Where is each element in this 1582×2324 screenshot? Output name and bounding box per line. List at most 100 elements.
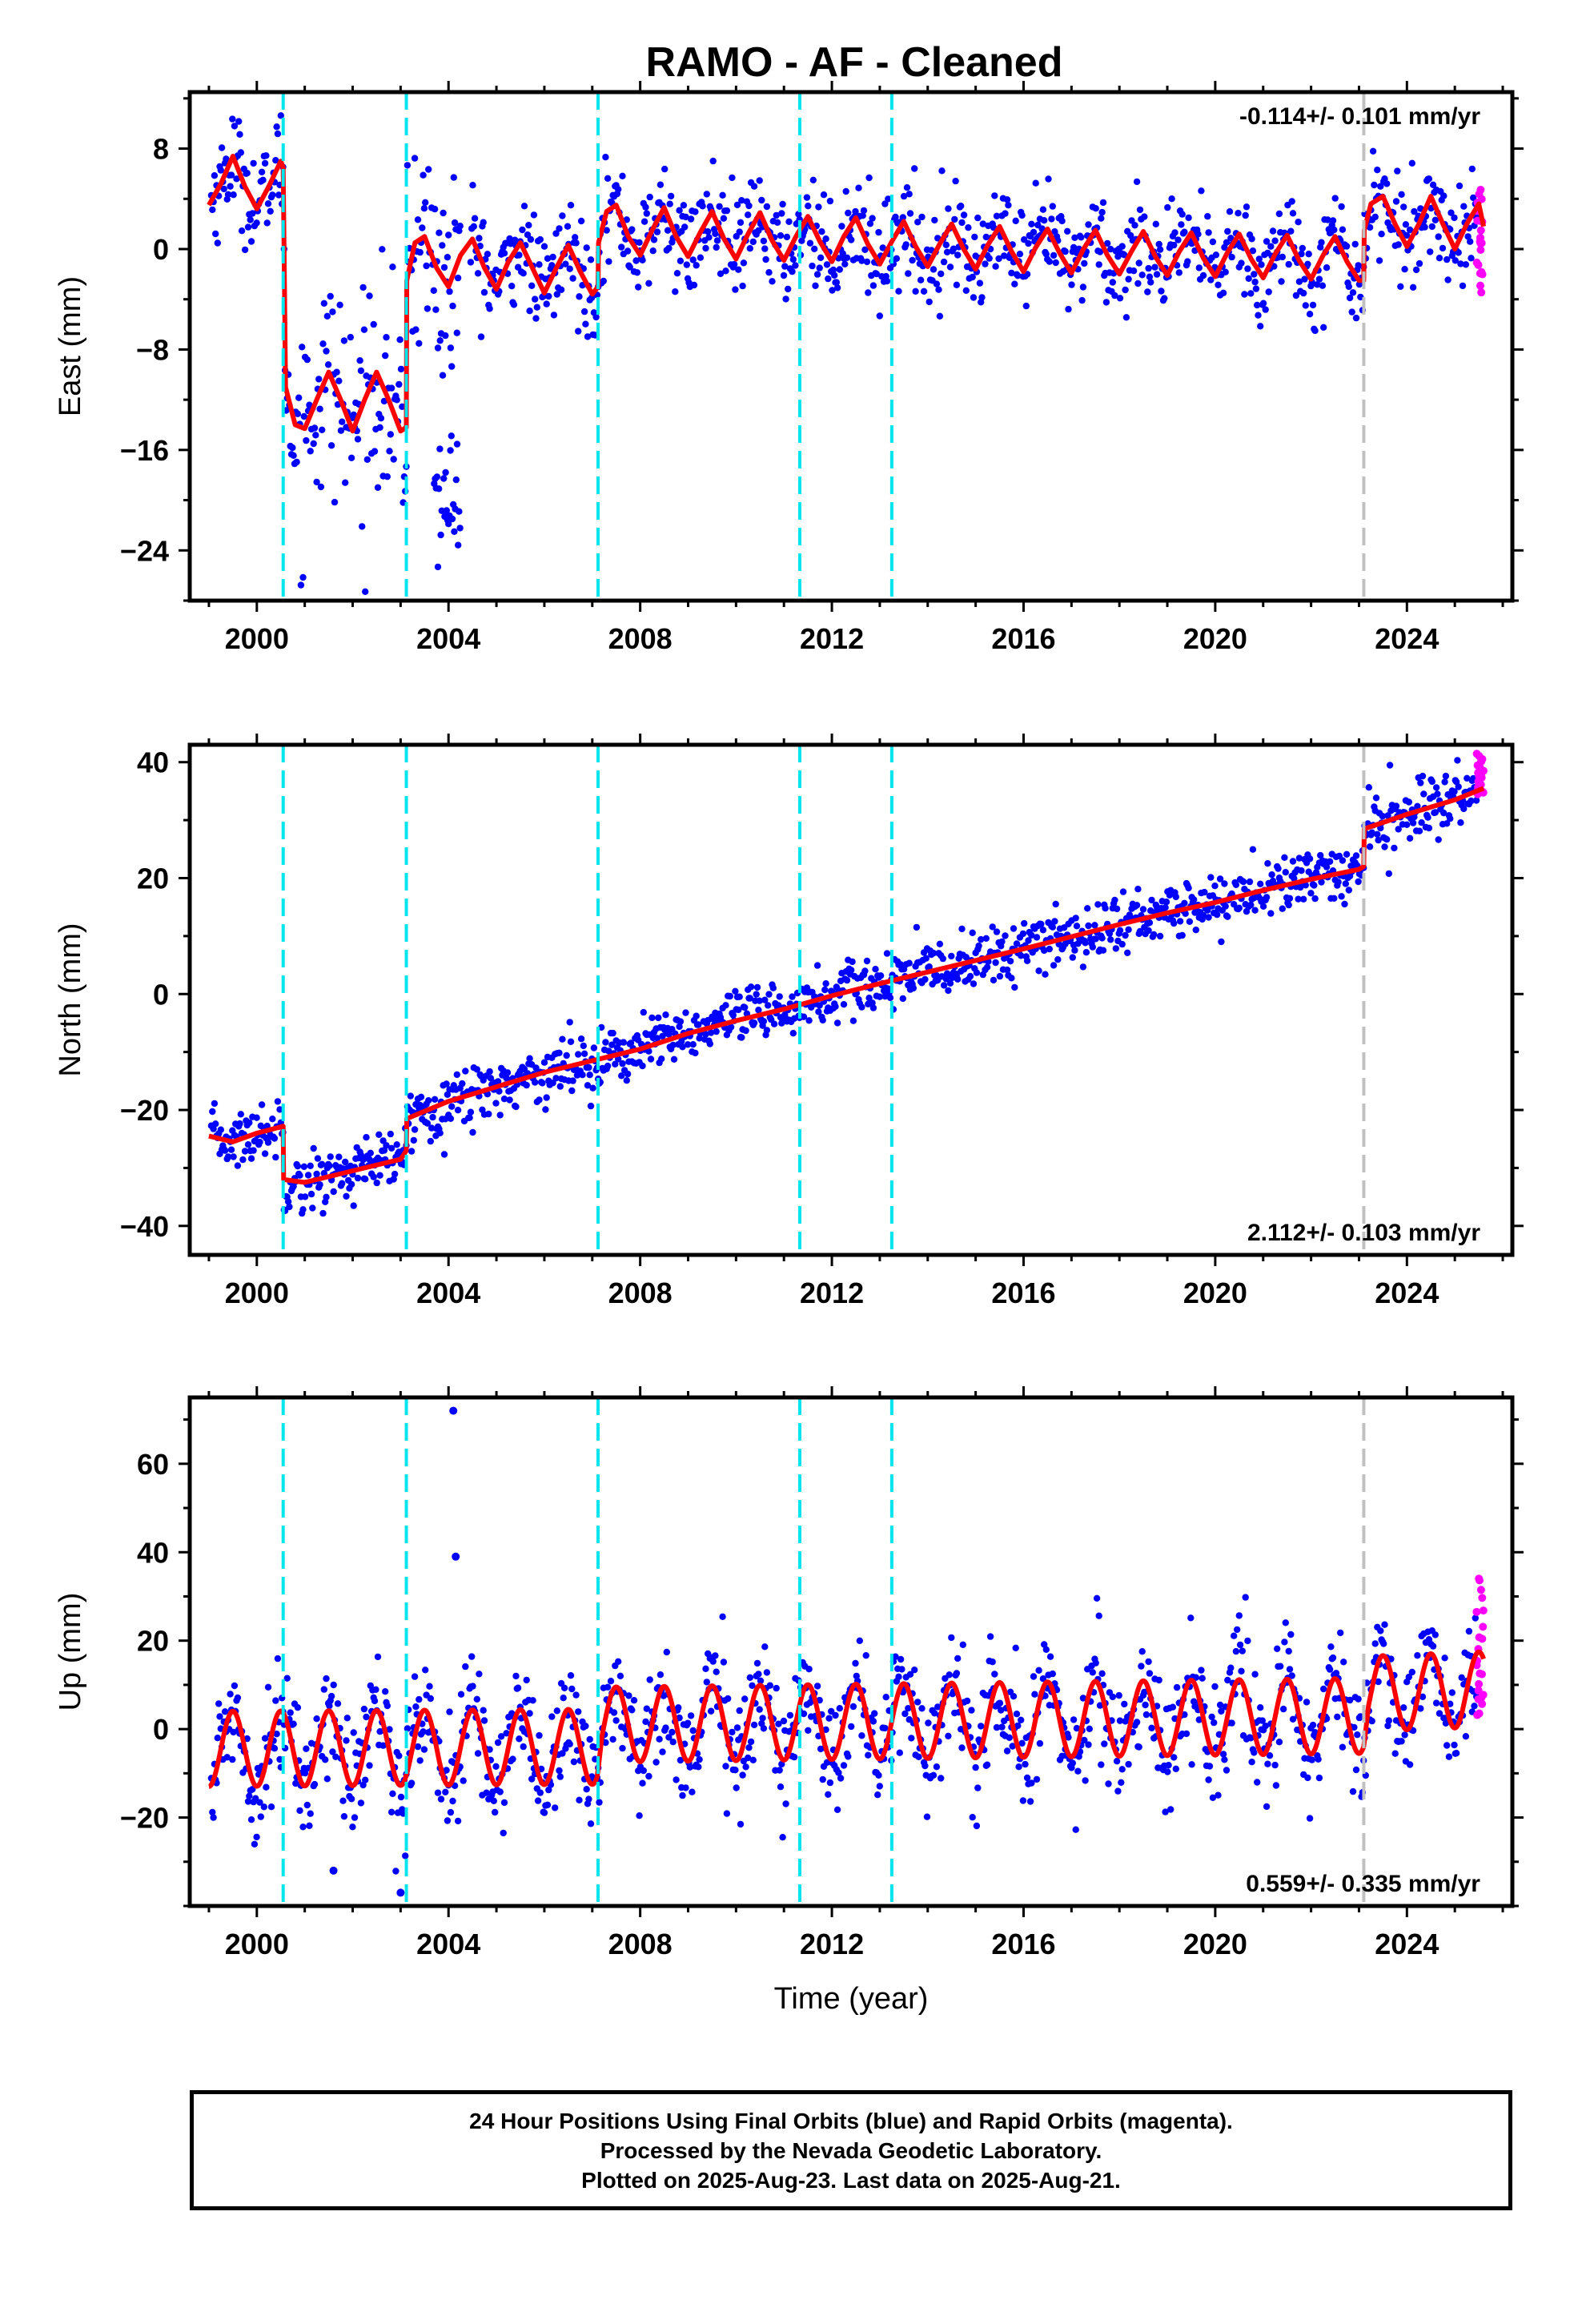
- east-final-point: [1351, 240, 1359, 248]
- north-final-point: [580, 1050, 588, 1058]
- east-final-point: [863, 258, 871, 266]
- up-final-point: [719, 1613, 726, 1621]
- north-final-point: [540, 1059, 548, 1066]
- north-final-point: [1418, 818, 1425, 826]
- x-tick-label: 2016: [991, 622, 1055, 655]
- up-final-point: [1289, 1715, 1297, 1723]
- x-tick-label: 2000: [225, 1277, 289, 1309]
- east-final-point: [217, 167, 224, 174]
- north-final-point: [619, 1059, 626, 1068]
- up-final-point: [756, 1706, 763, 1713]
- north-final-point: [682, 1009, 689, 1016]
- up-final-point: [1086, 1725, 1094, 1732]
- east-final-point: [247, 216, 254, 223]
- east-final-point: [978, 294, 986, 301]
- east-final-point: [1259, 300, 1267, 307]
- north-final-point: [989, 923, 996, 931]
- north-final-point: [662, 1011, 669, 1019]
- up-final-point: [602, 1739, 609, 1747]
- east-final-point: [773, 219, 781, 226]
- up-final-point: [911, 1667, 918, 1674]
- up-final-point: [1009, 1743, 1016, 1750]
- east-final-point: [624, 247, 632, 255]
- east-final-point: [982, 233, 990, 241]
- east-final-point: [1244, 265, 1251, 272]
- east-final-point: [451, 528, 458, 535]
- east-final-point: [667, 192, 675, 200]
- up-final-point: [509, 1755, 516, 1763]
- up-final-point: [1329, 1654, 1337, 1662]
- east-final-point: [303, 436, 310, 444]
- east-final-point: [1349, 289, 1357, 296]
- east-final-point: [869, 215, 876, 222]
- up-final-point: [548, 1713, 556, 1720]
- north-final-point: [1019, 930, 1027, 938]
- north-final-point: [936, 940, 944, 948]
- north-final-point: [1150, 931, 1158, 939]
- north-final-point: [741, 1003, 749, 1011]
- east-final-point: [387, 431, 394, 438]
- up-final-point: [536, 1731, 543, 1739]
- east-final-point: [451, 219, 459, 227]
- north-final-point: [1201, 888, 1208, 896]
- east-final-point: [1178, 221, 1185, 228]
- up-final-point: [1109, 1693, 1117, 1701]
- north-final-point: [350, 1202, 357, 1209]
- east-final-point: [811, 245, 818, 252]
- north-final-point: [1406, 834, 1414, 842]
- east-final-point: [520, 203, 528, 210]
- up-final-point: [497, 1733, 505, 1740]
- north-final-point: [1417, 779, 1424, 786]
- up-plot-area: [207, 1406, 1488, 1897]
- north-final-point: [274, 1098, 282, 1105]
- east-final-point: [544, 255, 552, 262]
- east-final-point: [951, 215, 958, 223]
- east-final-point: [440, 263, 448, 271]
- north-final-point: [1170, 919, 1178, 927]
- north-final-point: [722, 1002, 729, 1009]
- north-final-point: [367, 1149, 374, 1157]
- up-final-point: [835, 1769, 842, 1776]
- north-final-point: [849, 958, 856, 966]
- east-final-point: [1171, 229, 1178, 236]
- up-final-point: [775, 1720, 782, 1727]
- east-final-point: [359, 523, 366, 530]
- east-final-point: [1323, 264, 1331, 271]
- east-final-point: [327, 292, 334, 300]
- east-final-point: [455, 541, 462, 549]
- east-final-point: [237, 149, 244, 156]
- east-final-point: [1205, 229, 1212, 236]
- east-final-point: [236, 131, 243, 138]
- up-final-point: [757, 1677, 765, 1684]
- east-final-point: [1369, 147, 1377, 155]
- up-final-point: [1257, 1704, 1264, 1711]
- up-final-point: [1406, 1761, 1414, 1768]
- east-final-point: [713, 237, 721, 244]
- east-final-point: [1320, 324, 1327, 331]
- east-final-point: [1078, 296, 1086, 304]
- east-final-point: [730, 260, 738, 268]
- east-final-point: [506, 235, 513, 243]
- north-final-point: [1286, 895, 1294, 903]
- east-final-point: [1324, 216, 1331, 223]
- east-final-point: [549, 253, 556, 261]
- up-final-point: [503, 1730, 510, 1737]
- north-final-point: [1107, 936, 1114, 943]
- east-final-point: [1355, 262, 1362, 269]
- east-final-point: [697, 254, 705, 261]
- north-final-point: [1391, 844, 1398, 852]
- north-final-point: [1311, 882, 1318, 889]
- east-final-point: [1045, 175, 1052, 183]
- up-final-point: [492, 1763, 500, 1770]
- up-final-point: [544, 1801, 552, 1808]
- east-final-point: [1005, 202, 1012, 209]
- up-final-point: [833, 1806, 841, 1813]
- up-final-point: [914, 1699, 921, 1706]
- east-final-point: [909, 256, 916, 264]
- up-final-point: [1263, 1803, 1271, 1811]
- east-final-point: [1185, 214, 1192, 222]
- north-final-point: [738, 1034, 745, 1041]
- east-final-point: [1343, 243, 1351, 250]
- north-final-point: [354, 1174, 362, 1182]
- north-final-point: [615, 1055, 622, 1063]
